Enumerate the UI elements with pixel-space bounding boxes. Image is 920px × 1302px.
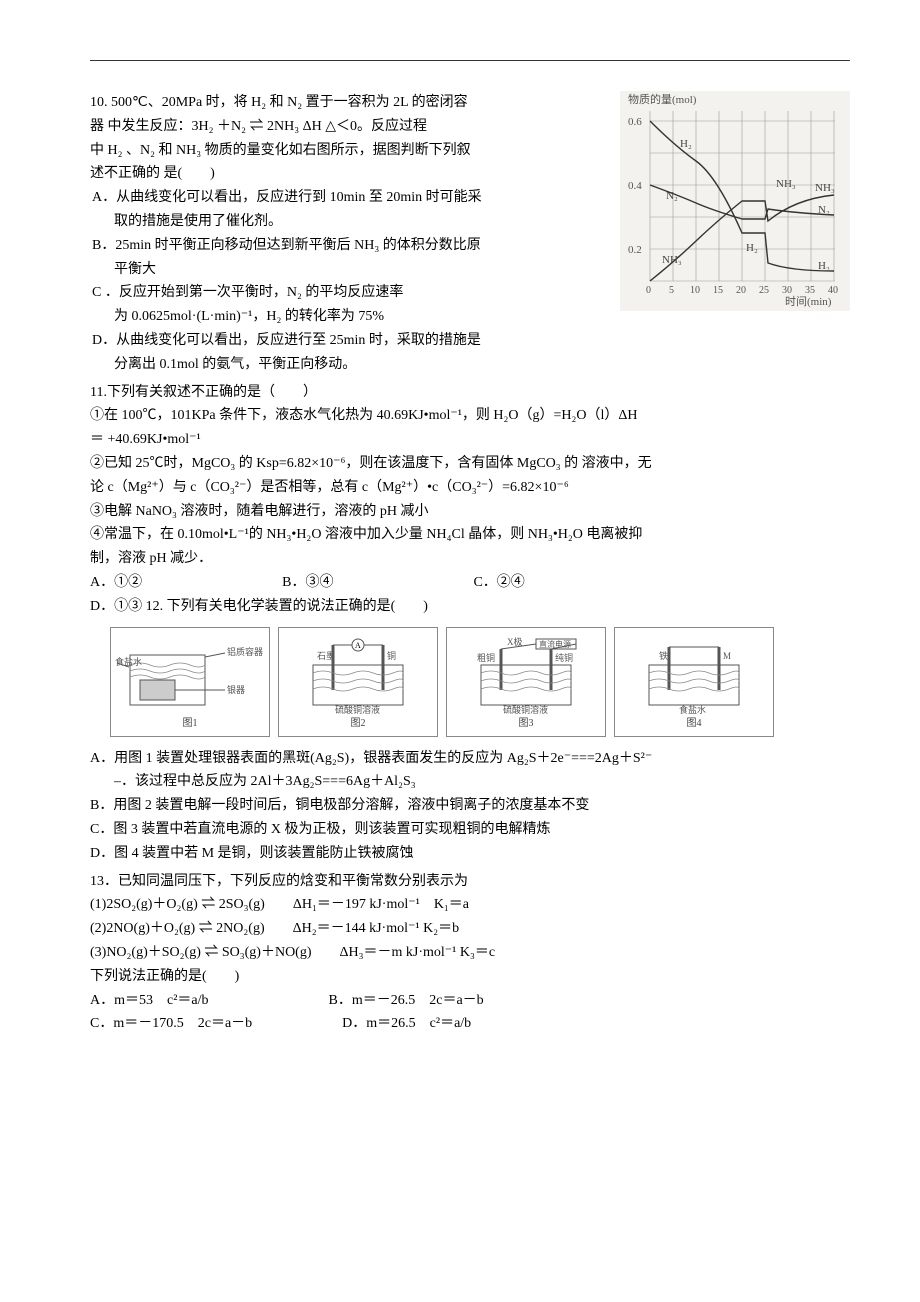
q11-s1b: ＝ +40.69KJ•mol⁻¹: [90, 428, 850, 452]
q11-s4b: 制，溶液 pH 减少．: [90, 547, 850, 571]
svg-text:时间(min): 时间(min): [785, 295, 832, 308]
amount-time-chart: 物质的量(mol) 0.6 0.4 0.2 0 5 10 15 20 25 30…: [620, 91, 850, 311]
q12-D: D．图 4 装置中若 M 是铜，则该装置能防止铁被腐蚀: [90, 842, 850, 866]
svg-text:H₂: H₂: [680, 138, 692, 150]
svg-text:铜: 铜: [387, 650, 396, 661]
svg-text:0.2: 0.2: [628, 244, 642, 256]
svg-text:直流电源: 直流电源: [539, 639, 571, 649]
q11-optC: C．②④: [473, 571, 524, 595]
svg-text:N₂: N₂: [818, 204, 830, 216]
diagram-1-caption: 图1: [183, 715, 198, 732]
svg-text:粗铜: 粗铜: [477, 652, 495, 663]
svg-text:纯铜: 纯铜: [555, 652, 573, 663]
q11-stem: 11.下列有关叙述不正确的是（ ）: [90, 381, 850, 405]
svg-text:NH₃: NH₃: [662, 254, 682, 266]
svg-text:铝质容器: 铝质容器: [227, 646, 263, 657]
svg-text:银器: 银器: [227, 684, 245, 695]
diagram-4-caption: 图4: [687, 715, 702, 732]
svg-text:0.6: 0.6: [628, 116, 642, 128]
diagram-1: 铝质容器 银器 食盐水 图1: [110, 627, 270, 737]
svg-text:25: 25: [759, 285, 769, 296]
diagram-3: 直流电源 X极 粗铜 纯铜 硫酸铜溶液 图3: [446, 627, 606, 737]
q11-optD: D．①③ 12. 下列有关电化学装置的说法正确的是( ): [90, 595, 850, 619]
q11-s2b: 论 c（Mg²⁺）与 c（CO₃²⁻）是否相等，总有 c（Mg²⁺）•c（CO₃…: [90, 476, 850, 500]
svg-text:0.4: 0.4: [628, 180, 642, 192]
top-rule: [90, 60, 850, 61]
svg-text:NH₃: NH₃: [815, 182, 835, 194]
q11-options-row: A．①② B．③④ C．②④: [90, 571, 850, 595]
q10-D1: D．从曲线变化可以看出，反应进行至 25min 时，采取的措施是: [90, 329, 850, 353]
q13-row2: C．m＝－170.5 2c＝a－b D．m＝26.5 c²＝a/b: [90, 1012, 850, 1036]
q12: A．用图 1 装置处理银器表面的黑斑(Ag₂S)，银器表面发生的反应为 Ag₂S…: [90, 747, 850, 866]
q13-row1: A．m＝53 c²＝a/b B．m＝－26.5 2c＝a－b: [90, 989, 850, 1013]
chart-svg: 物质的量(mol) 0.6 0.4 0.2 0 5 10 15 20 25 30…: [620, 91, 850, 311]
q12-B: B．用图 2 装置电解一段时间后，铜电极部分溶解，溶液中铜离子的浓度基本不变: [90, 794, 850, 818]
q13-tail: 下列说法正确的是( ): [90, 965, 850, 989]
svg-text:N₂: N₂: [666, 190, 678, 202]
q11-s4a: ④常温下，在 0.10mol•L⁻¹的 NH₃•H₂O 溶液中加入少量 NH₄C…: [90, 523, 850, 547]
svg-text:30: 30: [782, 285, 792, 296]
svg-text:A: A: [355, 641, 361, 650]
diagram-2: A 石墨 铜 硫酸铜溶液 图2: [278, 627, 438, 737]
svg-text:食盐水: 食盐水: [115, 656, 142, 667]
q11-optB: B．③④: [282, 571, 333, 595]
q13-optC: C．m＝－170.5 2c＝a－b: [90, 1012, 252, 1036]
q13-optB: B．m＝－26.5 2c＝a－b: [329, 989, 484, 1013]
q11-s2a: ②已知 25℃时，MgCO₃ 的 Ksp=6.82×10⁻⁶，则在该温度下，含有…: [90, 452, 850, 476]
svg-text:5: 5: [669, 285, 674, 296]
svg-text:0: 0: [646, 285, 651, 296]
q12-A2: –．该过程中总反应为 2Al＋3Ag₂S===6Ag＋Al₂S₃: [90, 770, 850, 794]
q11-s1a: ①在 100℃，101KPa 条件下，液态水气化热为 40.69KJ•mol⁻¹…: [90, 404, 850, 428]
svg-text:40: 40: [828, 285, 838, 296]
q11-optA: A．①②: [90, 571, 142, 595]
q12-A1: A．用图 1 装置处理银器表面的黑斑(Ag₂S)，银器表面发生的反应为 Ag₂S…: [90, 747, 850, 771]
svg-text:硫酸铜溶液: 硫酸铜溶液: [503, 704, 548, 715]
diagram-3-caption: 图3: [519, 715, 534, 732]
electrochem-diagrams: 铝质容器 银器 食盐水 图1 A 石墨 铜 硫酸铜溶液 图2: [110, 627, 850, 737]
svg-text:H₂: H₂: [746, 242, 758, 254]
diagram-2-caption: 图2: [351, 715, 366, 732]
q13-r2: (2)2NO(g)＋O₂(g) ⇌ 2NO₂(g) ΔH₂＝－144 kJ·mo…: [90, 917, 850, 941]
svg-text:35: 35: [805, 285, 815, 296]
q12-C: C．图 3 装置中若直流电源的 X 极为正极，则该装置可实现粗铜的电解精炼: [90, 818, 850, 842]
svg-text:X极: X极: [507, 636, 523, 647]
q13-r1: (1)2SO₂(g)＋O₂(g) ⇌ 2SO₃(g) ΔH₁＝－197 kJ·m…: [90, 893, 850, 917]
svg-text:20: 20: [736, 285, 746, 296]
q13-optD: D．m＝26.5 c²＝a/b: [342, 1012, 471, 1036]
q13: 13．已知同温同压下，下列反应的焓变和平衡常数分别表示为 (1)2SO₂(g)＋…: [90, 870, 850, 1037]
q13-stem: 13．已知同温同压下，下列反应的焓变和平衡常数分别表示为: [90, 870, 850, 894]
svg-text:硫酸铜溶液: 硫酸铜溶液: [335, 704, 380, 715]
q11-s3: ③电解 NaNO₃ 溶液时，随着电解进行，溶液的 pH 减小: [90, 500, 850, 524]
svg-text:H₂: H₂: [818, 260, 830, 272]
svg-text:食盐水: 食盐水: [679, 704, 706, 715]
q11: 11.下列有关叙述不正确的是（ ） ①在 100℃，101KPa 条件下，液态水…: [90, 381, 850, 619]
svg-text:铁: 铁: [659, 650, 668, 661]
diagram-4: 铁 M 食盐水 图4: [614, 627, 774, 737]
svg-text:15: 15: [713, 285, 723, 296]
q13-optA: A．m＝53 c²＝a/b: [90, 989, 209, 1013]
svg-text:NH₃: NH₃: [776, 178, 796, 190]
chart-y-title: 物质的量(mol): [628, 92, 697, 106]
svg-text:石墨: 石墨: [317, 651, 335, 661]
svg-text:M: M: [723, 651, 731, 661]
q13-r3: (3)NO₂(g)＋SO₂(g) ⇌ SO₃(g)＋NO(g) ΔH₃＝－m k…: [90, 941, 850, 965]
q10-D2: 分离出 0.1mol 的氨气，平衡正向移动。: [90, 353, 850, 377]
svg-text:10: 10: [690, 285, 700, 296]
